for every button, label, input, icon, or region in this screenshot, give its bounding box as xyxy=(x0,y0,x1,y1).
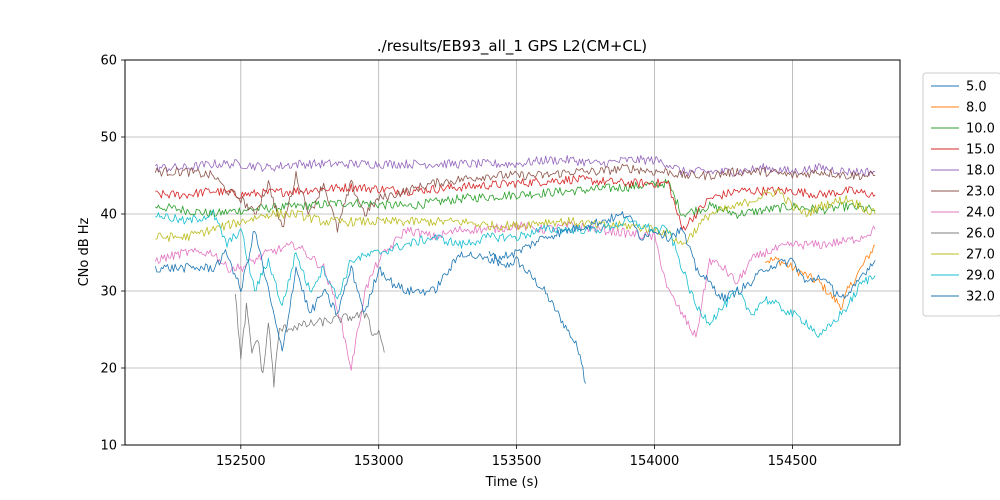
x-tick-label: 153500 xyxy=(492,454,542,469)
series-line xyxy=(155,209,876,338)
y-tick-label: 60 xyxy=(100,54,117,69)
series-line xyxy=(155,155,876,177)
series-line xyxy=(155,174,876,231)
series-line xyxy=(155,178,876,219)
series-line xyxy=(488,250,586,384)
series-line xyxy=(234,293,385,388)
legend-label: 15.0 xyxy=(966,143,995,158)
legend-label: 18.0 xyxy=(966,164,995,179)
legend: 5.0 8.0 10.0 15.0 18.0 23.0 24.0 26.0 27.0 29.0 32… xyxy=(922,72,1000,317)
chart-title: ./results/EB93_all_1 GPS L2(CM+CL) xyxy=(377,37,647,56)
legend-label: 29.0 xyxy=(966,269,995,284)
legend-label: 24.0 xyxy=(966,206,995,221)
x-tick-label: 154500 xyxy=(768,454,818,469)
legend-label: 23.0 xyxy=(966,185,995,200)
series-layer xyxy=(154,155,876,388)
series-line xyxy=(154,221,876,371)
y-axis-label: CNo dB Hz xyxy=(77,217,92,286)
series-line xyxy=(154,211,876,352)
series-line xyxy=(764,244,876,311)
legend-label: 27.0 xyxy=(966,248,995,263)
x-tick-label: 154000 xyxy=(630,454,680,469)
series-line xyxy=(155,188,876,245)
series-line xyxy=(154,163,876,233)
x-tick-label: 153000 xyxy=(354,454,404,469)
y-tick-label: 40 xyxy=(100,208,117,223)
plot-frame xyxy=(124,59,901,446)
legend-label: 10.0 xyxy=(966,122,995,137)
legend-label: 26.0 xyxy=(966,227,995,242)
y-tick-label: 30 xyxy=(100,285,117,300)
grid xyxy=(125,59,900,446)
legend-label: 8.0 xyxy=(966,101,987,116)
x-tick-label: 152500 xyxy=(216,454,266,469)
legend-box xyxy=(922,72,1000,317)
y-tick-label: 50 xyxy=(100,131,117,146)
y-tick-label: 10 xyxy=(100,439,117,454)
y-tick-label: 20 xyxy=(100,362,117,377)
ticks: 152500 153000 153500 154000 154500 10 20 30 40 50… xyxy=(100,54,817,470)
legend-label: 32.0 xyxy=(966,290,995,305)
legend-label: 5.0 xyxy=(966,80,987,95)
x-axis-label: Time (s) xyxy=(485,475,539,490)
